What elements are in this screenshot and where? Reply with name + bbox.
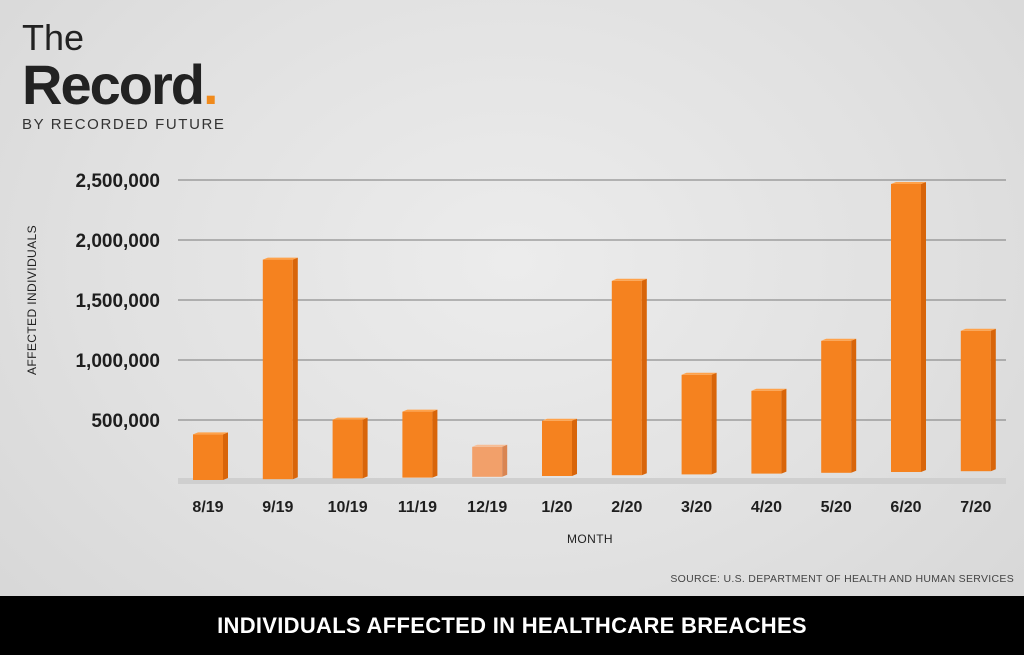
footer-title: INDIVIDUALS AFFECTED IN HEALTHCARE BREAC… — [217, 612, 807, 638]
logo-word: Record — [22, 53, 205, 116]
bar-top — [332, 417, 368, 420]
bar-front — [472, 446, 503, 477]
bar-top — [472, 444, 508, 447]
bar-side — [990, 328, 996, 472]
x-tick-labels: 8/19 9/19 10/19 11/19 12/19 1/20 2/20 3/20 4/20 5… — [192, 499, 991, 516]
floor-shadow — [178, 478, 1006, 484]
y-tick-labels: 500,000 1,000,000 1,500,000 2,000,000 2,500,… — [75, 171, 160, 432]
brand-logo: The Record. BY RECORDED FUTURE — [22, 17, 226, 134]
bar-front — [542, 420, 572, 476]
bar-side — [711, 372, 717, 475]
bar-side — [362, 417, 368, 479]
source-note: SOURCE: U.S. DEPARTMENT OF HEALTH AND HU… — [670, 573, 1014, 585]
x-tick-label: 5/20 — [821, 499, 852, 516]
grid-lines — [178, 179, 1006, 421]
bar-side — [292, 257, 298, 480]
bar-side — [851, 338, 857, 473]
bar-front — [960, 330, 991, 472]
bar-side — [781, 388, 787, 474]
bar-side — [502, 444, 508, 477]
bars — [178, 182, 1006, 484]
y-tick-label: 500,000 — [91, 411, 160, 432]
bar-side — [921, 182, 926, 472]
bar-top — [193, 432, 228, 435]
bar-top — [751, 388, 787, 391]
bar-front — [262, 259, 293, 480]
bar-side — [223, 432, 228, 480]
logo-dot: . — [202, 53, 219, 116]
bar-top — [960, 328, 996, 331]
bar-side — [572, 418, 577, 476]
y-tick-label: 1,000,000 — [75, 351, 160, 372]
bar-top — [891, 182, 926, 184]
x-tick-label: 7/20 — [960, 499, 991, 516]
bar-side — [641, 278, 647, 476]
x-tick-label: 1/20 — [541, 499, 572, 516]
bar-top — [542, 418, 577, 421]
x-tick-label: 9/19 — [262, 499, 293, 516]
bar-front — [193, 434, 223, 480]
bar-top — [821, 338, 857, 341]
x-tick-label: 2/20 — [611, 499, 642, 516]
bar-chart: 500,000 1,000,000 1,500,000 2,000,000 2,500,… — [25, 171, 1006, 546]
bar-side — [432, 409, 438, 478]
bar-front — [332, 419, 363, 479]
x-tick-label: 4/20 — [751, 499, 782, 516]
x-axis-title: MONTH — [567, 532, 613, 546]
y-tick-label: 1,500,000 — [75, 291, 160, 312]
y-tick-label: 2,500,000 — [75, 171, 160, 192]
x-tick-label: 8/19 — [192, 499, 223, 516]
bar-front — [611, 280, 642, 476]
bar-front — [751, 390, 782, 474]
bar-front — [402, 411, 433, 478]
bar-top — [402, 409, 438, 412]
bar-top — [262, 257, 298, 260]
bar-front — [821, 340, 852, 473]
x-tick-label: 10/19 — [328, 499, 368, 516]
bar-top — [681, 372, 717, 375]
x-tick-label: 6/20 — [890, 499, 921, 516]
bar-front — [891, 184, 921, 472]
y-tick-label: 2,000,000 — [75, 231, 160, 252]
logo-line1: The — [22, 17, 85, 58]
bar-front — [681, 374, 712, 475]
x-tick-label: 11/19 — [398, 499, 437, 516]
x-tick-label: 3/20 — [681, 499, 712, 516]
y-axis-title: AFFECTED INDIVIDUALS — [25, 225, 39, 375]
x-tick-label: 12/19 — [467, 499, 507, 516]
footer-banner: INDIVIDUALS AFFECTED IN HEALTHCARE BREAC… — [0, 596, 1024, 655]
logo-line2: Record. — [22, 57, 226, 113]
bar-top — [611, 278, 647, 281]
logo-tagline: BY RECORDED FUTURE — [22, 116, 226, 133]
